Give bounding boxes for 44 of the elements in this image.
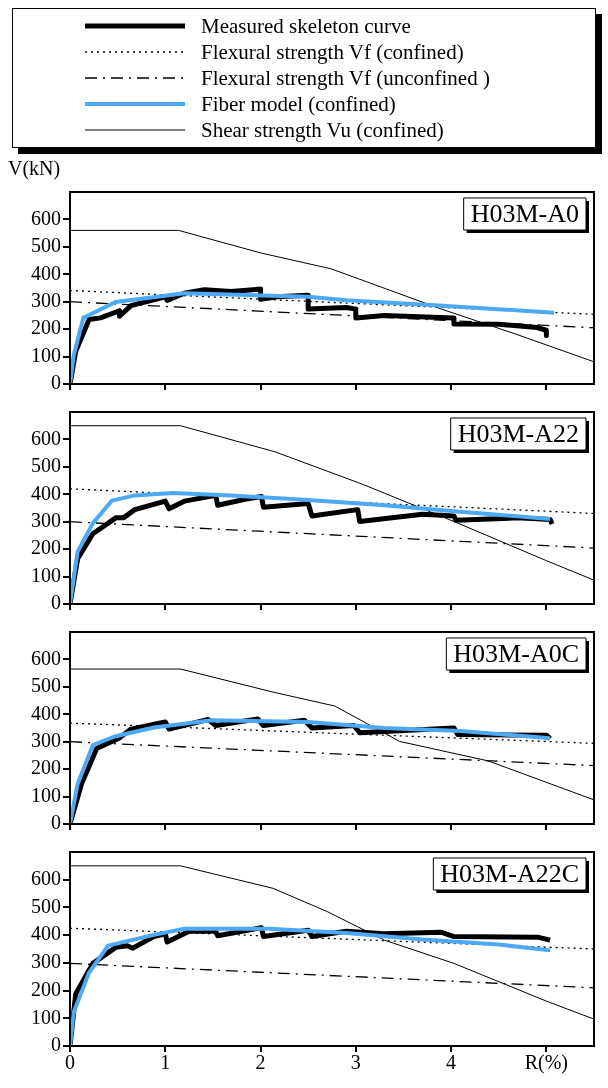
y-tick-label: 300: [31, 508, 61, 531]
y-tick-label: 0: [51, 591, 61, 614]
chart-title: H03M-A0: [470, 198, 580, 228]
legend-label: Shear strength Vu (confined): [201, 117, 444, 143]
y-tick-label: 500: [31, 454, 61, 477]
legend-label: Measured skeleton curve: [201, 13, 411, 39]
legend-label: Fiber model (confined): [201, 91, 396, 117]
legend-label: Flexural strength Vf (confined): [201, 39, 464, 65]
y-tick-label: 600: [31, 646, 61, 669]
chart-title: H03M-A22: [457, 418, 580, 448]
y-tick-label: 0: [51, 811, 61, 834]
chart-title: H03M-A0C: [453, 638, 579, 668]
y-tick-label: 200: [31, 977, 61, 1000]
y-tick-label: 600: [31, 866, 61, 889]
y-tick-label: 200: [31, 536, 61, 559]
y-tick-label: 400: [31, 261, 61, 284]
y-tick-label: 400: [31, 701, 61, 724]
y-tick-label: 0: [51, 1033, 61, 1056]
y-tick-label: 400: [31, 481, 61, 504]
y-tick-label: 500: [31, 894, 61, 917]
y-tick-label: 600: [31, 206, 61, 229]
y-tick-label: 200: [31, 756, 61, 779]
x-tick-label: 4: [446, 1051, 457, 1074]
y-tick-label: 100: [31, 343, 61, 366]
chart-title: H03M-A22C: [440, 858, 579, 888]
y-tick-label: 100: [31, 1005, 61, 1028]
y-tick-label: 500: [31, 674, 61, 697]
legend-label: Flexural strength Vf (unconfined ): [201, 65, 490, 91]
x-tick-label: 1: [160, 1051, 171, 1074]
y-tick-label: 0: [51, 371, 61, 394]
y-tick-label: 300: [31, 950, 61, 973]
x-tick-label: R(%): [524, 1051, 569, 1075]
y-tick-label: 300: [31, 288, 61, 311]
y-tick-label: 600: [31, 426, 61, 449]
x-tick-label: 3: [350, 1051, 361, 1074]
y-tick-label: 100: [31, 783, 61, 806]
y-tick-label: 300: [31, 728, 61, 751]
y-axis-title: V(kN): [8, 157, 62, 179]
x-tick-label: 0: [65, 1051, 75, 1074]
y-tick-label: 200: [31, 316, 61, 339]
x-tick-label: 2: [255, 1051, 266, 1074]
y-tick-label: 500: [31, 234, 61, 257]
y-tick-label: 400: [31, 922, 61, 945]
y-tick-label: 100: [31, 563, 61, 586]
